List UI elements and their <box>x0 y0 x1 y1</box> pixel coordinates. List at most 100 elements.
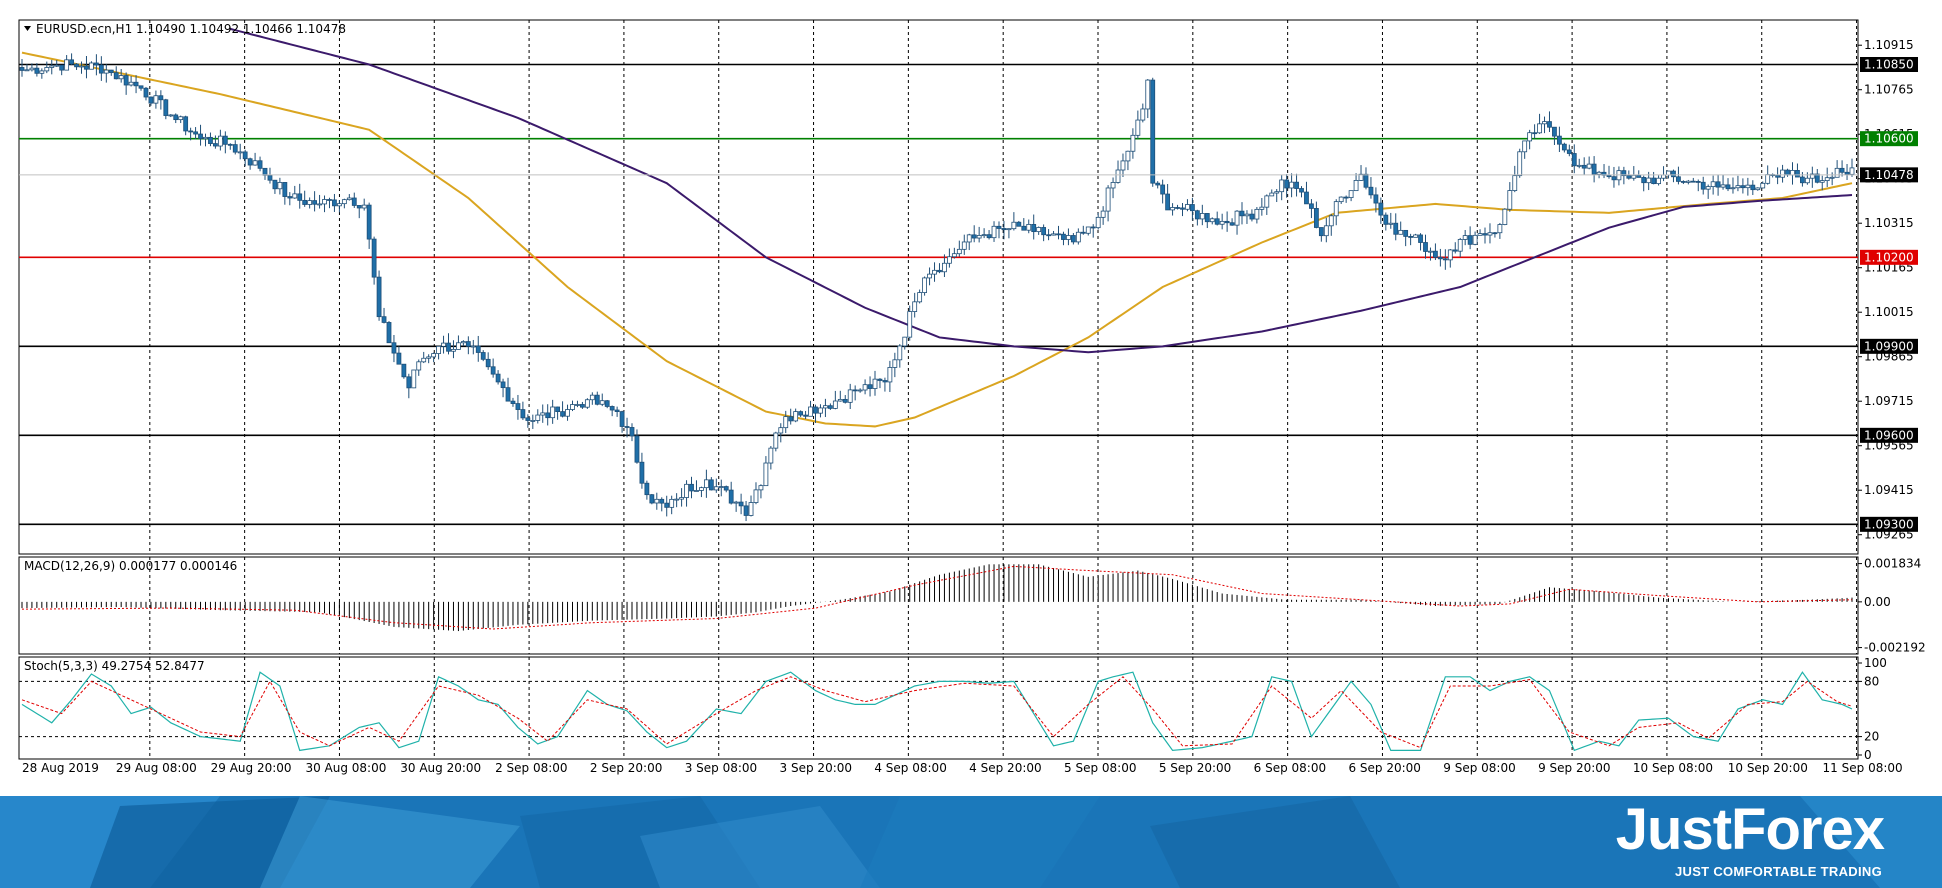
candle-body <box>1735 185 1741 189</box>
candle-body <box>1021 225 1027 231</box>
candle-body <box>1333 201 1339 217</box>
candle-body <box>743 505 749 516</box>
candle-body <box>1070 235 1076 243</box>
time-tick-label: 6 Sep 20:00 <box>1348 761 1420 775</box>
level-label: 1.09300 <box>1864 517 1914 531</box>
candle-body <box>1051 233 1056 236</box>
candle-body <box>1388 222 1394 225</box>
candle-body <box>639 461 645 484</box>
candle-body <box>1666 170 1671 176</box>
candle-body <box>158 95 164 101</box>
candle-body <box>748 502 754 516</box>
candle-body <box>897 345 903 361</box>
candle-body <box>1576 164 1582 167</box>
candle-body <box>1150 79 1156 184</box>
price-tick-label: 1.09415 <box>1864 483 1914 497</box>
time-tick-label: 4 Sep 08:00 <box>874 761 946 775</box>
candle-body <box>773 432 779 449</box>
candle-body <box>699 487 704 491</box>
chart-canvas: 1.109151.107651.106151.104651.103151.101… <box>18 19 1926 775</box>
candle-body <box>465 341 471 347</box>
candle-body <box>470 345 476 348</box>
level-labels: 1.10850 1.10600 1.10200 1.09900 1.09600 1.093… <box>1860 57 1918 532</box>
candle-body <box>669 498 675 508</box>
time-axis: 28 Aug 2019 29 Aug 08:00 29 Aug 20:00 30 Au… <box>22 761 1903 775</box>
candle-body <box>1309 203 1314 209</box>
macd-tick-label: 0.00 <box>1864 595 1891 609</box>
candle-body <box>1259 206 1265 210</box>
candle-body <box>1170 207 1175 211</box>
candle-body <box>872 378 878 389</box>
candle-body <box>1710 181 1716 188</box>
candle-body <box>262 167 268 176</box>
candle-body <box>69 59 74 65</box>
candle-body <box>1671 170 1676 178</box>
candle-body <box>1199 213 1205 220</box>
candle-body <box>827 405 833 409</box>
candle-body <box>1185 204 1190 210</box>
candle-body <box>679 497 684 500</box>
candle-body <box>1532 132 1538 135</box>
candle-body <box>446 342 451 352</box>
candle-body <box>525 417 531 421</box>
candle-body <box>1294 181 1299 189</box>
candle-body <box>113 72 119 80</box>
candle-body <box>614 409 620 413</box>
candle-body <box>203 136 208 140</box>
candle-body <box>217 135 223 147</box>
candle-body <box>178 116 184 121</box>
candle-body <box>89 62 94 70</box>
candle-body <box>1641 177 1647 184</box>
time-tick-label: 9 Sep 20:00 <box>1538 761 1610 775</box>
candle-body <box>1795 169 1800 178</box>
candle-body <box>862 384 868 391</box>
level-tag <box>1860 516 1918 532</box>
candle-body <box>351 197 357 206</box>
candle-body <box>1085 226 1091 234</box>
candle-body <box>1130 134 1136 152</box>
candle-body <box>1423 242 1428 252</box>
candle-body <box>1437 256 1443 260</box>
candle-body <box>1790 169 1795 176</box>
moving-averages <box>21 27 1853 428</box>
candle-body <box>584 399 590 408</box>
candle-body <box>966 234 972 243</box>
candle-body <box>1656 177 1661 185</box>
candle-body <box>1676 176 1681 182</box>
candle-body <box>1279 179 1285 193</box>
level-label: 1.09900 <box>1864 339 1914 353</box>
candle-body <box>1740 185 1746 189</box>
candle-body <box>1517 151 1523 177</box>
candle-body <box>480 352 486 360</box>
candle-body <box>1651 177 1657 185</box>
candle-body <box>366 204 372 240</box>
candle-body <box>1080 231 1086 234</box>
candle-body <box>619 411 625 427</box>
candle-body <box>1368 186 1374 196</box>
candle-body <box>1527 132 1533 142</box>
candle-body <box>1269 192 1275 197</box>
candle-body <box>277 182 283 190</box>
candle-body <box>976 235 982 239</box>
candle-body <box>575 404 580 406</box>
candle-body <box>54 64 60 67</box>
candle-body <box>609 406 615 411</box>
collapse-arrow-icon[interactable] <box>24 26 31 31</box>
candle-body <box>1313 208 1319 228</box>
candle-body <box>292 193 298 199</box>
candle-body <box>1556 135 1562 145</box>
candle-body <box>1596 171 1602 175</box>
candle-body <box>1224 220 1230 224</box>
candle-body <box>332 199 337 207</box>
candle-body <box>689 483 694 492</box>
macd-axis: 0.001834 0.00 -0.002192 <box>1858 557 1926 655</box>
candle-body <box>649 494 655 504</box>
level-tag <box>1860 57 1918 72</box>
candle-body <box>272 179 278 190</box>
time-tick-label: 5 Sep 20:00 <box>1159 761 1231 775</box>
candle-body <box>495 373 501 383</box>
candle-body <box>1566 149 1572 154</box>
candle-body <box>1393 222 1399 235</box>
candle-body <box>589 394 595 401</box>
macd-histogram <box>21 564 1853 632</box>
